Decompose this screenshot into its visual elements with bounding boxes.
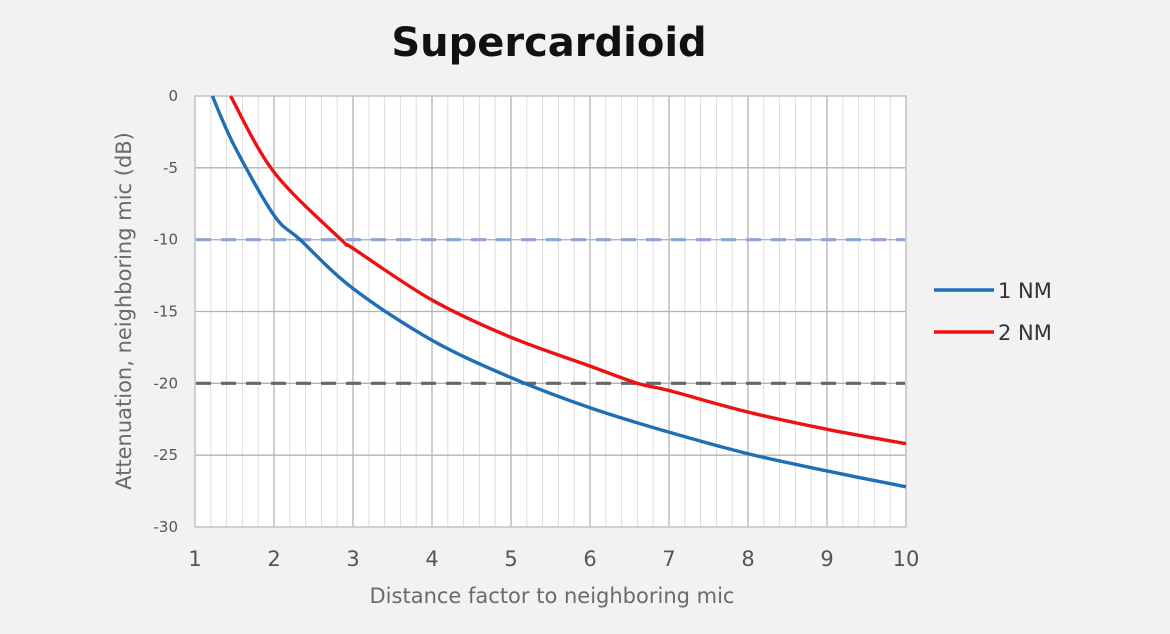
y-tick-label: -10: [154, 231, 179, 249]
x-tick-label: 2: [267, 547, 280, 571]
reference-lines: [196, 238, 905, 385]
x-axis-title: Distance factor to neighboring mic: [370, 584, 735, 608]
x-tick-label: 3: [346, 547, 359, 571]
x-tick-label: 1: [188, 547, 201, 571]
y-tick-label: -30: [154, 518, 179, 536]
y-tick-label: -5: [163, 159, 178, 177]
y-tick-label: -25: [154, 446, 179, 464]
x-tick-label: 9: [820, 547, 833, 571]
legend-label: 2 NM: [998, 321, 1052, 345]
x-axis-ticks: 1 2 3 4 5 6 7 8 9 10: [188, 547, 919, 571]
x-tick-label: 5: [504, 547, 517, 571]
series-line-2: [229, 95, 907, 446]
series-layer: [210, 95, 907, 489]
x-tick-label: 10: [893, 547, 920, 571]
y-axis-title: Attenuation, neighboring mic (dB): [112, 132, 136, 490]
legend: 1 NM 2 NM: [934, 279, 1052, 345]
y-tick-label: -20: [154, 374, 179, 392]
grid: [194, 95, 907, 528]
x-tick-label: 8: [741, 547, 754, 571]
y-axis-ticks: 0 -5 -10 -15 -20 -25 -30: [154, 87, 179, 536]
legend-label: 1 NM: [998, 279, 1052, 303]
plot-border: [194, 95, 907, 528]
x-tick-label: 7: [662, 547, 675, 571]
x-tick-label: 4: [425, 547, 438, 571]
x-tick-label: 6: [583, 547, 596, 571]
series-line-1: [210, 95, 907, 489]
y-tick-label: 0: [168, 87, 178, 105]
chart-title: Supercardioid: [391, 20, 706, 66]
y-tick-label: -15: [154, 303, 179, 321]
